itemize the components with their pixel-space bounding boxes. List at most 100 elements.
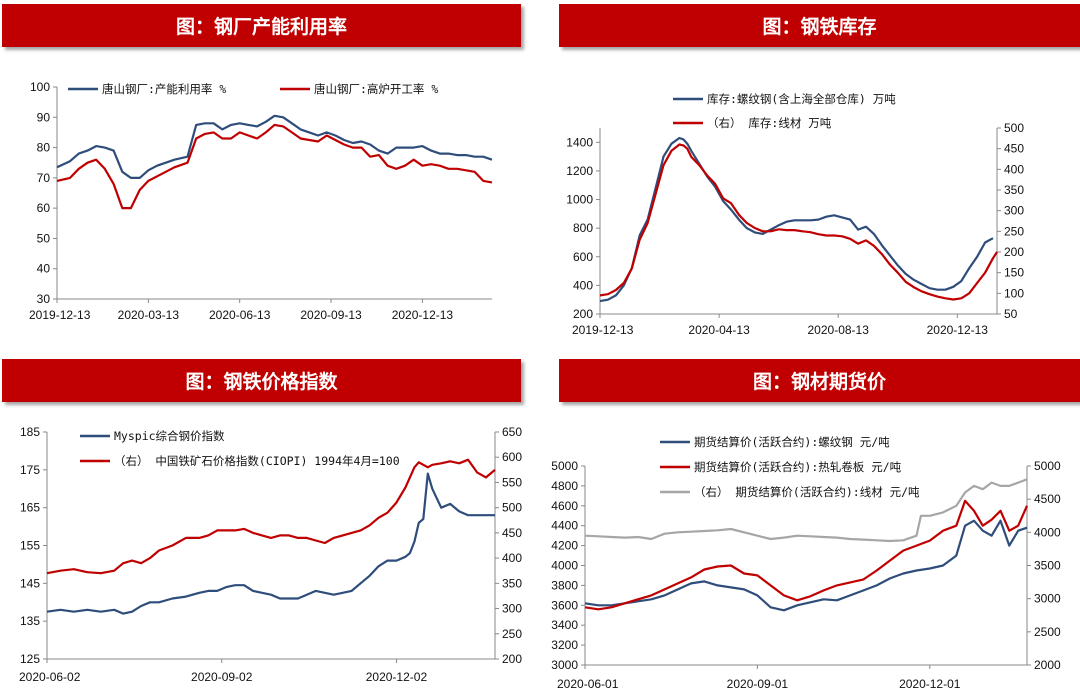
series-line-2 — [584, 478, 1028, 543]
y-tick-label: 145 — [20, 576, 40, 590]
x-tick-label: 2020-09-13 — [300, 308, 362, 322]
x-tick-label: 2020-06-01 — [557, 677, 619, 691]
x-tick-label: 2020-08-13 — [808, 323, 870, 337]
legend-label: 库存:螺纹钢(含上海全部仓库) 万吨 — [707, 92, 896, 106]
y-tick-label: 200 — [573, 307, 593, 321]
chart-price-index: 125 135 145 155 165 175 185 200 250 300 350 400 450 5… — [19, 425, 522, 684]
y-tick-label: 3200 — [551, 638, 578, 652]
y-right-tick-label: 350 — [1004, 183, 1024, 197]
y-tick-label: 3800 — [551, 578, 578, 592]
y-tick-label: 70 — [37, 171, 51, 185]
series-line-0 — [46, 472, 495, 615]
x-tick-label: 2020-03-13 — [118, 308, 180, 322]
y-right-tick-label: 650 — [502, 425, 522, 439]
y-tick-label: 50 — [37, 231, 51, 245]
y-right-tick-label: 4500 — [1034, 492, 1061, 506]
legend-label: （右） 库存:线材 万吨 — [707, 116, 832, 130]
y-tick-label: 175 — [20, 463, 40, 477]
panel-title: 图：钢材期货价 — [559, 359, 1080, 402]
y-tick-label: 165 — [20, 501, 40, 515]
series-line-1 — [56, 123, 493, 210]
series-line-0 — [584, 519, 1028, 612]
legend-label: Myspic综合钢价指数 — [114, 429, 225, 443]
y-right-tick-label: 300 — [502, 602, 522, 616]
y-right-tick-label: 200 — [502, 652, 522, 666]
y-right-tick-label: 400 — [1004, 162, 1024, 176]
x-tick-label: 2020-12-01 — [899, 677, 961, 691]
legend-label: （右） 中国铁矿石价格指数(CIOPI) 1994年4月=100 — [114, 454, 400, 468]
y-tick-label: 60 — [37, 201, 51, 215]
y-tick-label: 4400 — [551, 519, 578, 533]
legend-label: 唐山钢厂:产能利用率 % — [102, 82, 226, 96]
y-tick-label: 600 — [573, 250, 593, 264]
y-tick-label: 4800 — [551, 479, 578, 493]
y-tick-label: 155 — [20, 539, 40, 553]
y-right-tick-label: 500 — [1004, 121, 1024, 135]
y-right-tick-label: 600 — [502, 450, 522, 464]
y-tick-label: 400 — [573, 278, 593, 292]
panel-title: 图：钢厂产能利用率 — [2, 4, 521, 47]
series-line-0 — [56, 114, 493, 180]
y-tick-label: 3400 — [551, 618, 578, 632]
chart-futures-price: 3000 3200 3400 3600 3800 4000 4200 4400 4600 4800… — [551, 435, 1061, 691]
y-right-tick-label: 3000 — [1034, 592, 1061, 606]
legend-label: 唐山钢厂:高炉开工率 % — [314, 82, 438, 96]
y-tick-label: 80 — [37, 141, 51, 155]
y-tick-label: 4000 — [551, 559, 578, 573]
y-tick-label: 1000 — [566, 193, 593, 207]
chart-capacity-utilization: 30 40 50 60 70 80 90 100 2019-12-13 2020-03-13 202… — [29, 80, 493, 322]
y-tick-label: 800 — [573, 221, 593, 235]
legend-label: 期货结算价(活跃合约):螺纹钢 元/吨 — [694, 435, 890, 449]
y-tick-label: 100 — [30, 80, 50, 94]
panel-title: 图：钢铁价格指数 — [2, 359, 521, 402]
y-tick-label: 125 — [20, 652, 40, 666]
y-right-tick-label: 350 — [502, 576, 522, 590]
y-right-tick-label: 500 — [502, 501, 522, 515]
x-tick-label: 2019-12-13 — [572, 323, 634, 337]
x-tick-label: 2020-12-13 — [927, 323, 989, 337]
y-right-tick-label: 3500 — [1034, 559, 1061, 573]
y-tick-label: 1400 — [566, 135, 593, 149]
chart-steel-inventory: 200 400 600 800 1000 1200 1400 50 100 150 200 250 30… — [566, 92, 1024, 337]
y-right-tick-label: 100 — [1004, 286, 1024, 300]
y-tick-label: 4600 — [551, 499, 578, 513]
x-tick-label: 2020-06-02 — [19, 670, 81, 684]
series-line-0 — [599, 136, 994, 303]
x-tick-label: 2020-09-01 — [727, 677, 789, 691]
y-tick-label: 30 — [37, 292, 51, 306]
y-right-tick-label: 200 — [1004, 245, 1024, 259]
legend-label: （右） 期货结算价(活跃合约):线材 元/吨 — [694, 485, 920, 499]
y-right-tick-label: 300 — [1004, 204, 1024, 218]
y-tick-label: 135 — [20, 614, 40, 628]
x-tick-label: 2020-09-02 — [191, 670, 253, 684]
y-tick-label: 90 — [37, 110, 51, 124]
y-right-tick-label: 50 — [1004, 307, 1018, 321]
x-tick-label: 2020-12-02 — [366, 670, 428, 684]
y-tick-label: 1200 — [566, 164, 593, 178]
y-tick-label: 5000 — [551, 459, 578, 473]
x-tick-label: 2020-06-13 — [209, 308, 271, 322]
y-right-tick-label: 2500 — [1034, 625, 1061, 639]
legend-label: 期货结算价(活跃合约):热轧卷板 元/吨 — [694, 460, 902, 474]
y-right-tick-label: 4000 — [1034, 525, 1061, 539]
y-right-tick-label: 2000 — [1034, 658, 1061, 672]
y-right-tick-label: 450 — [502, 526, 522, 540]
y-tick-label: 4200 — [551, 539, 578, 553]
panel-title: 图：钢铁库存 — [559, 4, 1080, 47]
y-right-tick-label: 150 — [1004, 266, 1024, 280]
x-tick-label: 2020-04-13 — [688, 323, 750, 337]
series-line-1 — [599, 143, 998, 301]
series-line-1 — [584, 499, 1029, 611]
x-tick-label: 2020-12-13 — [392, 308, 454, 322]
y-right-tick-label: 450 — [1004, 142, 1024, 156]
y-tick-label: 40 — [37, 262, 51, 276]
y-right-tick-label: 5000 — [1034, 459, 1061, 473]
y-right-tick-label: 250 — [502, 627, 522, 641]
y-tick-label: 3600 — [551, 598, 578, 612]
y-right-tick-label: 400 — [502, 551, 522, 565]
y-tick-label: 3000 — [551, 658, 578, 672]
x-tick-label: 2019-12-13 — [29, 308, 91, 322]
y-right-tick-label: 250 — [1004, 224, 1024, 238]
series-line-1 — [46, 458, 496, 575]
y-tick-label: 185 — [20, 425, 40, 439]
